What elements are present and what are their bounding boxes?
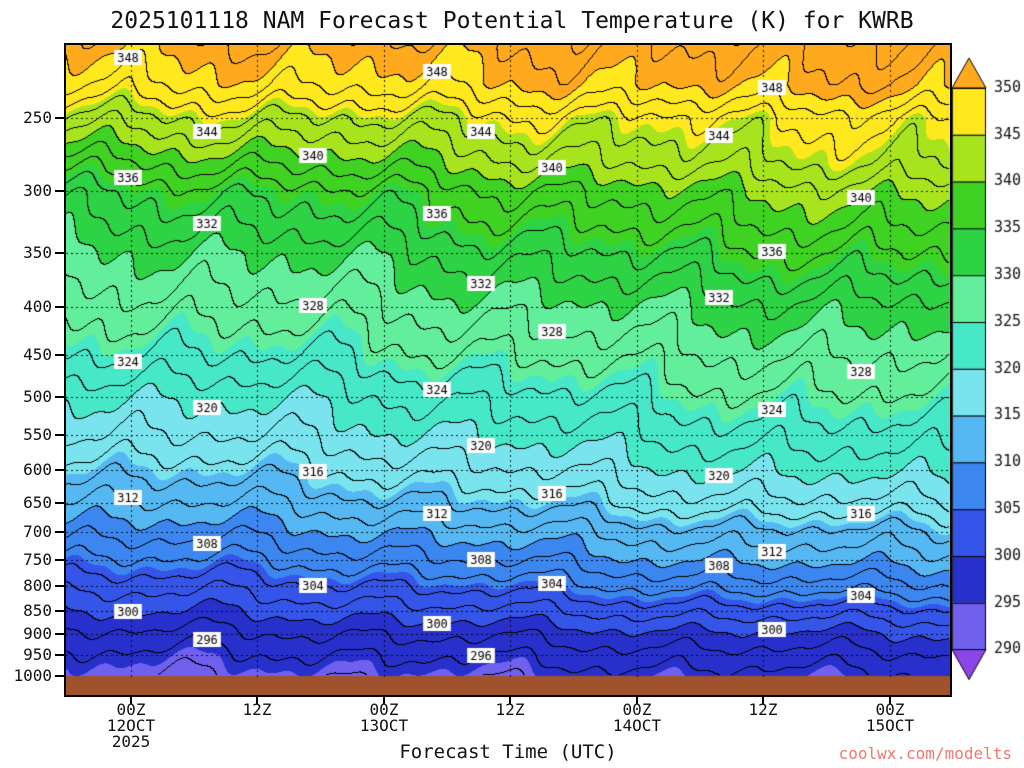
x-axis-tick — [256, 696, 258, 704]
y-axis-label: 300 — [23, 181, 52, 200]
x-tick-date: 14OCT — [612, 716, 662, 735]
x-tick-year: 2025 — [111, 732, 151, 751]
y-axis-tick — [55, 585, 64, 587]
y-axis-tick — [55, 633, 64, 635]
y-axis-label: 450 — [23, 345, 52, 364]
y-axis-label: 250 — [23, 108, 52, 127]
y-axis-tick — [55, 434, 64, 436]
x-axis-tick — [509, 696, 511, 704]
y-axis-tick — [55, 354, 64, 356]
y-axis-label: 500 — [23, 387, 52, 406]
x-tick-hour: 00Z — [369, 700, 399, 719]
y-axis-tick — [55, 306, 64, 308]
y-axis-tick — [55, 117, 64, 119]
x-axis-label: 00Z 12OCT 2025 — [86, 702, 176, 750]
x-tick-hour: 12Z — [495, 700, 525, 719]
x-axis-title: Forecast Time (UTC) — [399, 741, 617, 763]
y-axis-tick — [55, 252, 64, 254]
y-axis-tick — [55, 531, 64, 533]
x-tick-hour: 00Z — [875, 700, 905, 719]
x-tick-hour: 00Z — [622, 700, 652, 719]
chart-title: 2025101118 NAM Forecast Potential Temper… — [110, 8, 914, 34]
watermark: coolwx.com/modelts — [838, 744, 1012, 763]
y-axis-label: 1000 — [13, 666, 52, 685]
y-axis-label: 350 — [23, 243, 52, 262]
y-axis-tick — [55, 502, 64, 504]
x-axis-label: 12Z — [718, 702, 808, 718]
y-axis-tick — [55, 654, 64, 656]
cross-section-canvas — [66, 45, 950, 695]
y-axis-tick — [55, 559, 64, 561]
x-tick-hour: 12Z — [748, 700, 778, 719]
x-axis-label: 00Z 14OCT — [592, 702, 682, 734]
x-tick-date: 12OCT — [106, 716, 156, 735]
y-axis-label: 800 — [23, 576, 52, 595]
x-axis-label: 12Z — [212, 702, 302, 718]
y-axis-label: 400 — [23, 297, 52, 316]
x-axis-label: 12Z — [465, 702, 555, 718]
x-axis-label: 00Z 13OCT — [339, 702, 429, 734]
x-axis-tick — [130, 696, 132, 704]
y-axis-label: 750 — [23, 550, 52, 569]
x-tick-hour: 00Z — [116, 700, 146, 719]
y-axis-tick — [55, 469, 64, 471]
x-axis-tick — [383, 696, 385, 704]
colorbar-canvas — [950, 55, 1024, 687]
x-tick-hour: 12Z — [242, 700, 272, 719]
y-axis-label: 850 — [23, 601, 52, 620]
y-axis-tick — [55, 610, 64, 612]
y-axis-tick — [55, 190, 64, 192]
x-axis-tick — [636, 696, 638, 704]
x-axis-label: 00Z 15OCT — [845, 702, 935, 734]
y-axis-tick — [55, 396, 64, 398]
y-axis-label: 600 — [23, 460, 52, 479]
x-tick-date: 13OCT — [359, 716, 409, 735]
y-axis-label: 550 — [23, 425, 52, 444]
x-axis-tick — [889, 696, 891, 704]
y-axis-label: 950 — [23, 645, 52, 664]
y-axis-label: 700 — [23, 522, 52, 541]
plot-frame — [64, 43, 952, 697]
x-axis-tick — [762, 696, 764, 704]
x-tick-date: 15OCT — [865, 716, 915, 735]
y-axis-label: 650 — [23, 493, 52, 512]
y-axis-label: 900 — [23, 624, 52, 643]
y-axis-tick — [55, 675, 64, 677]
